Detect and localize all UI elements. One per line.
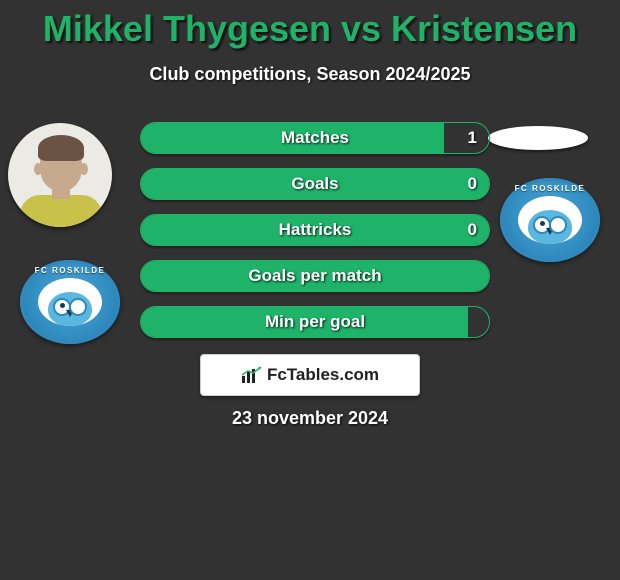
club-crest-left: FC ROSKILDE [20,260,120,344]
page-title: Mikkel Thygesen vs Kristensen [0,0,620,50]
crest-text: FC ROSKILDE [500,184,600,193]
stat-label: Hattricks [141,215,489,245]
stat-value-right: 0 [468,215,477,245]
stat-bar: Goals0 [140,168,490,200]
stat-value-right: 0 [468,169,477,199]
page-subtitle: Club competitions, Season 2024/2025 [0,64,620,85]
stat-label: Goals per match [141,261,489,291]
player-right-placeholder [488,126,588,150]
stat-label: Matches [141,123,489,153]
club-crest-right: FC ROSKILDE [500,178,600,262]
crest-text: FC ROSKILDE [20,266,120,275]
stat-label: Goals [141,169,489,199]
stats-bars: Matches1Goals0Hattricks0Goals per matchM… [140,122,490,352]
brand-text: FcTables.com [267,365,379,385]
stat-value-right: 1 [468,123,477,153]
stat-bar: Goals per match [140,260,490,292]
player-left-photo [8,123,112,227]
stat-bar: Matches1 [140,122,490,154]
bars-icon [241,366,263,384]
stat-bar: Min per goal [140,306,490,338]
stat-label: Min per goal [141,307,489,337]
brand-box[interactable]: FcTables.com [200,354,420,396]
stat-bar: Hattricks0 [140,214,490,246]
date-text: 23 november 2024 [0,408,620,429]
